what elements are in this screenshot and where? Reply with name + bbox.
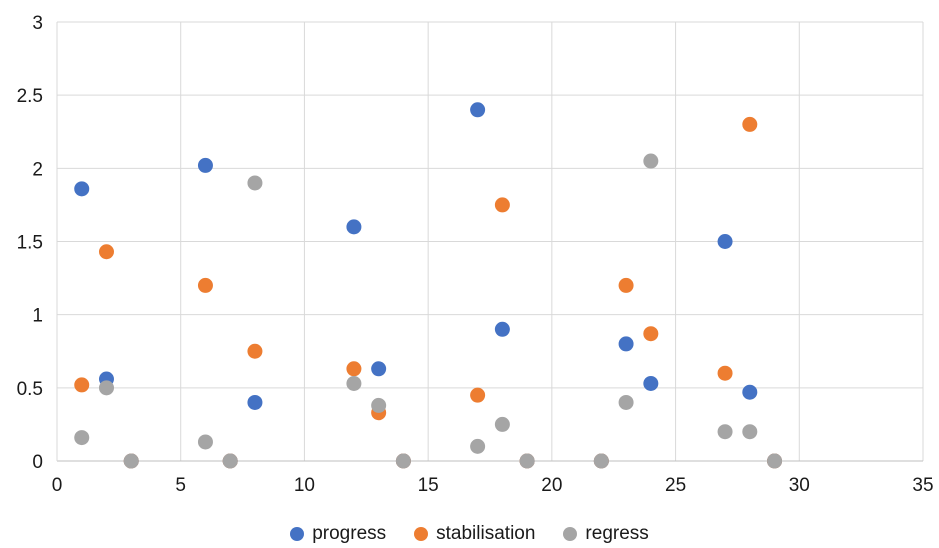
y-tick-label: 1.5	[17, 233, 43, 254]
legend-label-stabilisation: stabilisation	[436, 523, 536, 544]
y-tick-labels: 0 0.5 1 1.5 2 2.5 3	[17, 13, 43, 473]
data-point-regress	[494, 416, 510, 432]
data-point-regress	[123, 453, 139, 469]
data-point-stabilisation	[717, 365, 733, 381]
data-point-stabilisation	[98, 244, 114, 260]
data-point-stabilisation	[470, 387, 486, 403]
data-point-progress	[618, 336, 634, 352]
data-point-regress	[470, 438, 486, 454]
data-point-stabilisation	[74, 377, 90, 393]
data-point-regress	[247, 175, 263, 191]
data-point-stabilisation	[346, 361, 362, 377]
legend-marker-stabilisation	[414, 527, 429, 541]
legend-item-stabilisation: stabilisation	[414, 523, 535, 545]
data-point-stabilisation	[494, 197, 510, 213]
x-tick-label: 5	[175, 475, 186, 496]
data-point-stabilisation	[618, 277, 634, 293]
x-tick-label: 0	[52, 475, 63, 496]
scatter-chart: 0 5 10 15 20 25 30 35 0 0.5 1 1.5 2 2.5 3	[17, 13, 934, 496]
x-tick-label: 15	[418, 475, 439, 496]
data-point-progress	[717, 234, 733, 249]
y-tick-label: 2.5	[17, 86, 43, 107]
data-point-regress	[74, 430, 90, 446]
y-tick-label: 3	[32, 13, 43, 34]
data-point-progress	[470, 102, 486, 118]
data-point-progress	[742, 384, 758, 400]
data-point-regress	[767, 453, 783, 469]
y-tick-label: 2	[32, 159, 43, 180]
data-point-regress	[197, 434, 213, 450]
x-tick-label: 35	[912, 475, 933, 496]
data-point-progress	[371, 361, 387, 377]
legend-label-progress: progress	[312, 523, 387, 544]
data-point-regress	[222, 453, 238, 469]
data-point-progress	[197, 157, 213, 173]
data-point-progress	[247, 394, 263, 410]
legend-item-progress: progress	[290, 523, 386, 545]
x-tick-label: 30	[789, 475, 810, 496]
data-point-stabilisation	[197, 277, 213, 293]
data-point-regress	[346, 375, 362, 391]
data-point-regress	[395, 453, 411, 469]
x-tick-labels: 0 5 10 15 20 25 30 35	[52, 475, 934, 496]
data-point-progress	[74, 181, 90, 197]
x-tick-label: 20	[541, 475, 562, 496]
data-point-stabilisation	[643, 326, 659, 342]
x-tick-label: 10	[294, 475, 315, 496]
legend-label-regress: regress	[585, 523, 649, 544]
y-tick-label: 0	[32, 452, 43, 473]
data-point-regress	[593, 453, 609, 469]
data-point-regress	[618, 394, 634, 410]
data-point-regress	[643, 153, 659, 169]
data-point-progress	[346, 219, 362, 235]
data-point-stabilisation	[742, 116, 758, 132]
legend-item-regress: regress	[563, 523, 649, 545]
data-point-regress	[717, 424, 733, 440]
data-point-regress	[519, 453, 535, 469]
x-tick-label: 25	[665, 475, 686, 496]
data-point-progress	[494, 321, 510, 337]
legend: progress stabilisation regress	[0, 520, 939, 548]
data-point-regress	[742, 424, 758, 440]
legend-marker-progress	[290, 527, 305, 541]
data-point-stabilisation	[247, 343, 263, 359]
data-point-progress	[643, 375, 659, 391]
data-points	[74, 102, 783, 469]
data-point-regress	[98, 380, 114, 396]
grid-lines	[57, 21, 924, 461]
y-tick-label: 0.5	[17, 379, 43, 400]
legend-marker-regress	[563, 527, 578, 541]
data-point-regress	[371, 397, 387, 413]
y-tick-label: 1	[32, 306, 43, 327]
